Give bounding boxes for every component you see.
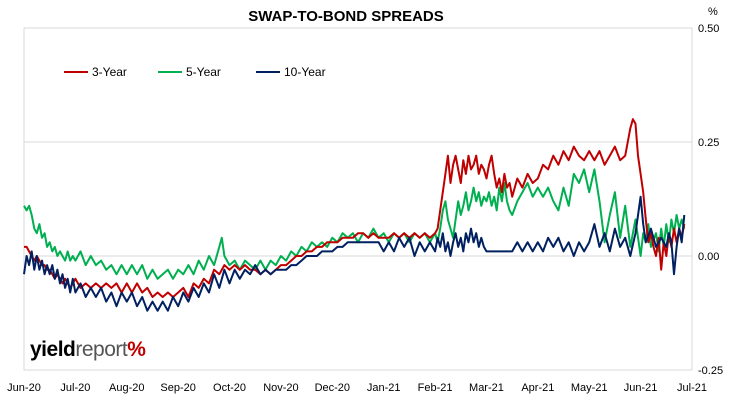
yieldreport-logo: yieldreport% [30,338,146,362]
x-tick-label: Apr-21 [521,382,554,394]
gridlines [24,141,692,257]
y-tick-label: -0.25 [698,365,723,377]
y-tick-label: 0.25 [698,137,719,149]
logo-part-report: report [75,338,128,361]
x-tick-label: Aug-20 [109,382,144,394]
x-tick-label: Sep-20 [160,382,195,394]
x-tick-label: Jan-21 [367,382,401,394]
chart-title: SWAP-TO-BOND SPREADS [248,8,444,25]
y-axis: 0.50 0.25 0.00 -0.25 [698,23,723,377]
logo-part-percent: % [127,338,146,361]
series-line-10-year [23,195,686,312]
y-axis-unit: % [708,6,718,18]
logo-part-yield: yield [30,338,76,361]
x-tick-label: Dec-20 [315,382,350,394]
legend-label: 3-Year [92,65,127,79]
series-line-5-year [23,168,686,280]
x-tick-label: Nov-20 [263,382,298,394]
x-tick-label: Jun-21 [624,382,658,394]
y-tick-label: 0.00 [698,251,719,263]
x-tick-label: Jun-20 [7,382,41,394]
x-tick-label: Jul-21 [677,382,707,394]
series-line-3-year [24,118,686,298]
series-layer [23,118,686,312]
legend: 3-Year 5-Year 10-Year [64,65,326,79]
x-tick-label: Feb-21 [418,382,453,394]
x-tick-label: Mar-21 [469,382,504,394]
plot-area [23,27,693,371]
x-tick-label: Jul-20 [60,382,90,394]
legend-label: 10-Year [284,65,326,79]
x-tick-label: May-21 [571,382,608,394]
y-tick-label: 0.50 [698,23,719,35]
x-axis: Jun-20 Jul-20 Aug-20 Sep-20 Oct-20 Nov-20 Dec-… [7,382,707,394]
legend-label: 5-Year [186,65,221,79]
x-tick-label: Oct-20 [213,382,246,394]
